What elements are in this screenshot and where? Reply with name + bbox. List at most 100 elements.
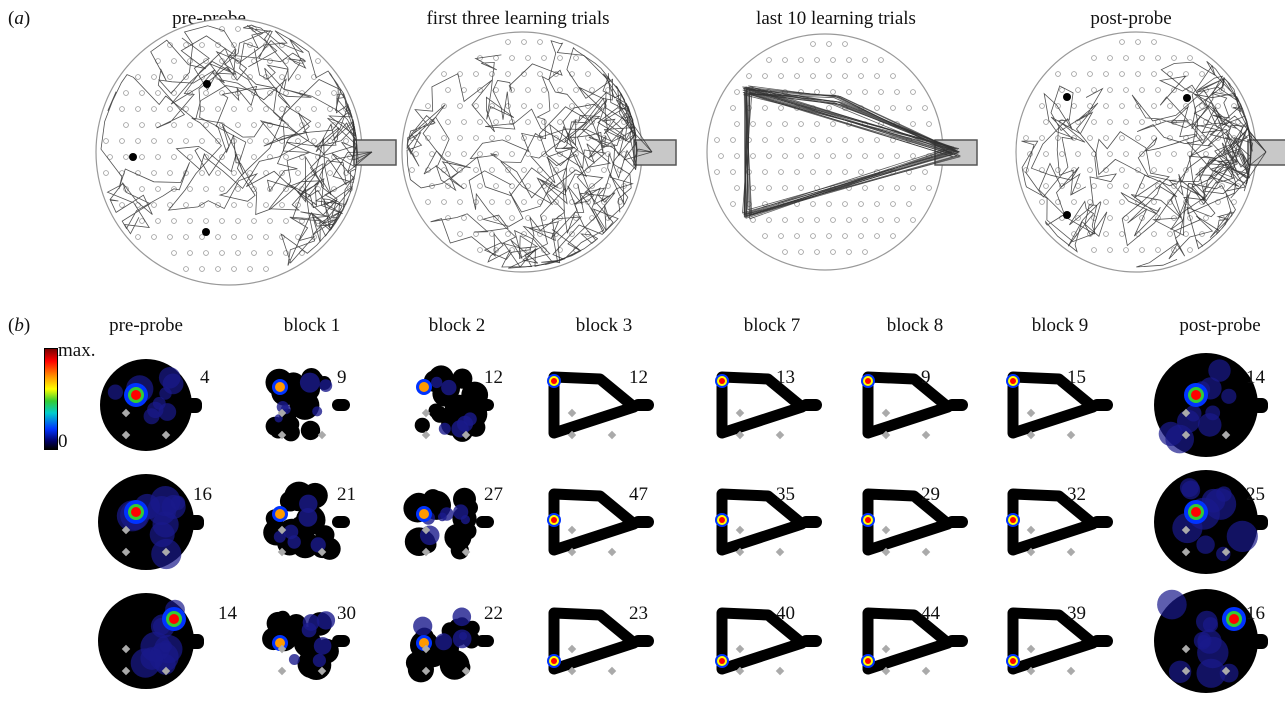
trajectory — [1021, 61, 1267, 253]
start-arm — [1252, 398, 1268, 413]
hole — [283, 218, 289, 224]
hole — [425, 199, 431, 205]
goal-marker — [1181, 430, 1191, 440]
goal-marker — [881, 408, 891, 418]
goal-marker — [121, 408, 131, 418]
hole — [203, 186, 209, 192]
reward-location — [1063, 211, 1071, 219]
hole — [814, 121, 820, 127]
hole — [1155, 55, 1161, 61]
heat-blob — [419, 525, 440, 546]
heatmap-cell — [715, 371, 822, 440]
trajectory — [158, 25, 373, 243]
panel-b-col-title: pre-probe — [109, 315, 183, 336]
hole — [1139, 119, 1145, 125]
goal-marker — [317, 666, 327, 676]
hole — [203, 250, 209, 256]
goal-marker — [1026, 547, 1036, 557]
hole — [557, 183, 563, 189]
hole — [1071, 199, 1077, 205]
hole — [1059, 87, 1065, 93]
hole — [525, 119, 531, 125]
hole — [151, 234, 157, 240]
hole — [425, 103, 431, 109]
start-arm — [632, 516, 654, 528]
hole — [183, 106, 189, 112]
hole — [1151, 71, 1157, 77]
hole — [343, 138, 349, 144]
count-label: 25 — [1246, 484, 1265, 505]
heat-spot — [551, 517, 557, 523]
hole — [878, 57, 884, 63]
heatmap-area — [279, 490, 301, 512]
hole — [894, 89, 900, 95]
hole — [810, 41, 816, 47]
hole — [573, 55, 579, 61]
hole — [171, 218, 177, 224]
goal-marker — [421, 666, 431, 676]
goal-marker — [881, 666, 891, 676]
hole — [1167, 231, 1173, 237]
hole — [1107, 183, 1113, 189]
hole — [461, 119, 467, 125]
count-label: 21 — [337, 484, 356, 505]
hole — [782, 57, 788, 63]
goal-marker — [921, 547, 931, 557]
hole — [1139, 55, 1145, 61]
hole — [1215, 199, 1221, 205]
hole — [473, 167, 479, 173]
start-arm — [332, 399, 350, 411]
heat-spot — [551, 378, 557, 384]
heat-spot — [419, 382, 429, 392]
hole — [183, 138, 189, 144]
heat-blob — [288, 654, 300, 665]
hole — [1059, 151, 1065, 157]
hole — [762, 233, 768, 239]
hole — [537, 71, 543, 77]
goal-marker — [317, 547, 327, 557]
hole — [509, 183, 515, 189]
count-label: 30 — [337, 603, 356, 624]
hole — [762, 137, 768, 143]
hole — [473, 135, 479, 141]
hole — [878, 89, 884, 95]
panel-b-col-title: block 7 — [743, 315, 801, 336]
hole — [123, 90, 129, 96]
hole — [457, 231, 463, 237]
heat-blob — [150, 486, 181, 517]
hole — [1199, 231, 1205, 237]
hole — [585, 71, 591, 77]
goal-marker — [921, 666, 931, 676]
heat-spot — [1010, 378, 1016, 384]
heat-spot — [865, 517, 871, 523]
heatmap-cell — [1006, 488, 1113, 557]
hole — [457, 103, 463, 109]
hole — [830, 57, 836, 63]
hole — [1071, 71, 1077, 77]
panel-b-label: (b) — [8, 315, 30, 337]
hole — [794, 137, 800, 143]
hole — [1215, 167, 1221, 173]
hole — [1215, 103, 1221, 109]
hole — [814, 217, 820, 223]
heat-blob — [312, 653, 326, 668]
heatmap-cell — [98, 593, 204, 689]
hole — [235, 122, 241, 128]
hole — [826, 169, 832, 175]
hole — [135, 138, 141, 144]
hole — [862, 249, 868, 255]
hole — [119, 202, 125, 208]
hole — [842, 137, 848, 143]
hole — [1119, 71, 1125, 77]
hole — [1119, 39, 1125, 45]
hole — [1139, 87, 1145, 93]
hole — [810, 73, 816, 79]
hole — [525, 87, 531, 93]
heatmap-cell — [403, 487, 494, 560]
hole — [1075, 151, 1081, 157]
hole — [187, 154, 193, 160]
trajectory — [745, 86, 957, 219]
start-arm — [946, 635, 968, 647]
heat-blob — [274, 414, 283, 423]
hole — [247, 74, 253, 80]
